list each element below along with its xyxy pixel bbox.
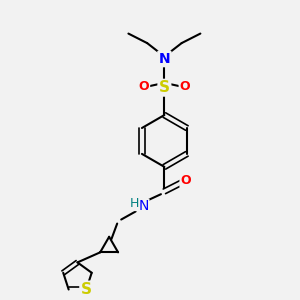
Text: O: O bbox=[180, 80, 190, 93]
Text: S: S bbox=[159, 80, 170, 95]
Text: H: H bbox=[130, 197, 139, 211]
Text: S: S bbox=[81, 282, 92, 297]
Text: O: O bbox=[181, 174, 191, 187]
Text: N: N bbox=[139, 199, 149, 213]
Text: N: N bbox=[159, 52, 170, 66]
Text: O: O bbox=[138, 80, 149, 93]
